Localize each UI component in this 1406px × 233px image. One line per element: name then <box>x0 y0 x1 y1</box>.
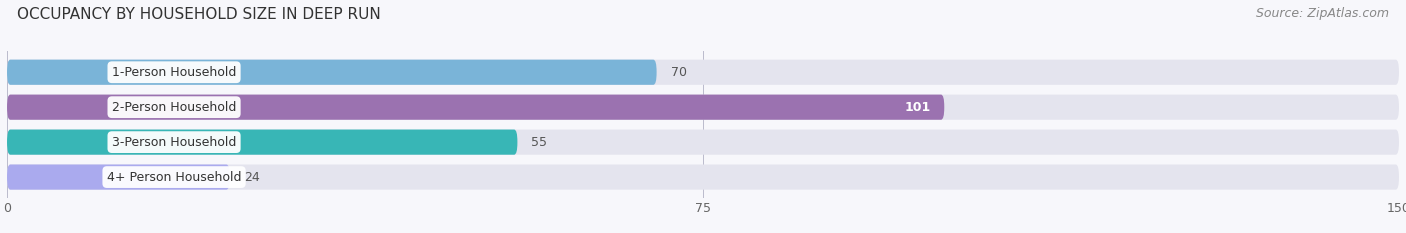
Text: 1-Person Household: 1-Person Household <box>112 66 236 79</box>
Text: 3-Person Household: 3-Person Household <box>112 136 236 149</box>
Text: 24: 24 <box>243 171 260 184</box>
FancyBboxPatch shape <box>7 164 229 190</box>
Text: 2-Person Household: 2-Person Household <box>112 101 236 114</box>
FancyBboxPatch shape <box>7 60 657 85</box>
Text: 70: 70 <box>671 66 686 79</box>
Text: 101: 101 <box>904 101 931 114</box>
FancyBboxPatch shape <box>7 130 517 155</box>
FancyBboxPatch shape <box>7 130 1399 155</box>
FancyBboxPatch shape <box>7 164 1399 190</box>
FancyBboxPatch shape <box>7 95 1399 120</box>
FancyBboxPatch shape <box>7 95 945 120</box>
Text: 55: 55 <box>531 136 547 149</box>
Text: Source: ZipAtlas.com: Source: ZipAtlas.com <box>1256 7 1389 20</box>
Text: OCCUPANCY BY HOUSEHOLD SIZE IN DEEP RUN: OCCUPANCY BY HOUSEHOLD SIZE IN DEEP RUN <box>17 7 381 22</box>
FancyBboxPatch shape <box>7 60 1399 85</box>
Text: 4+ Person Household: 4+ Person Household <box>107 171 242 184</box>
